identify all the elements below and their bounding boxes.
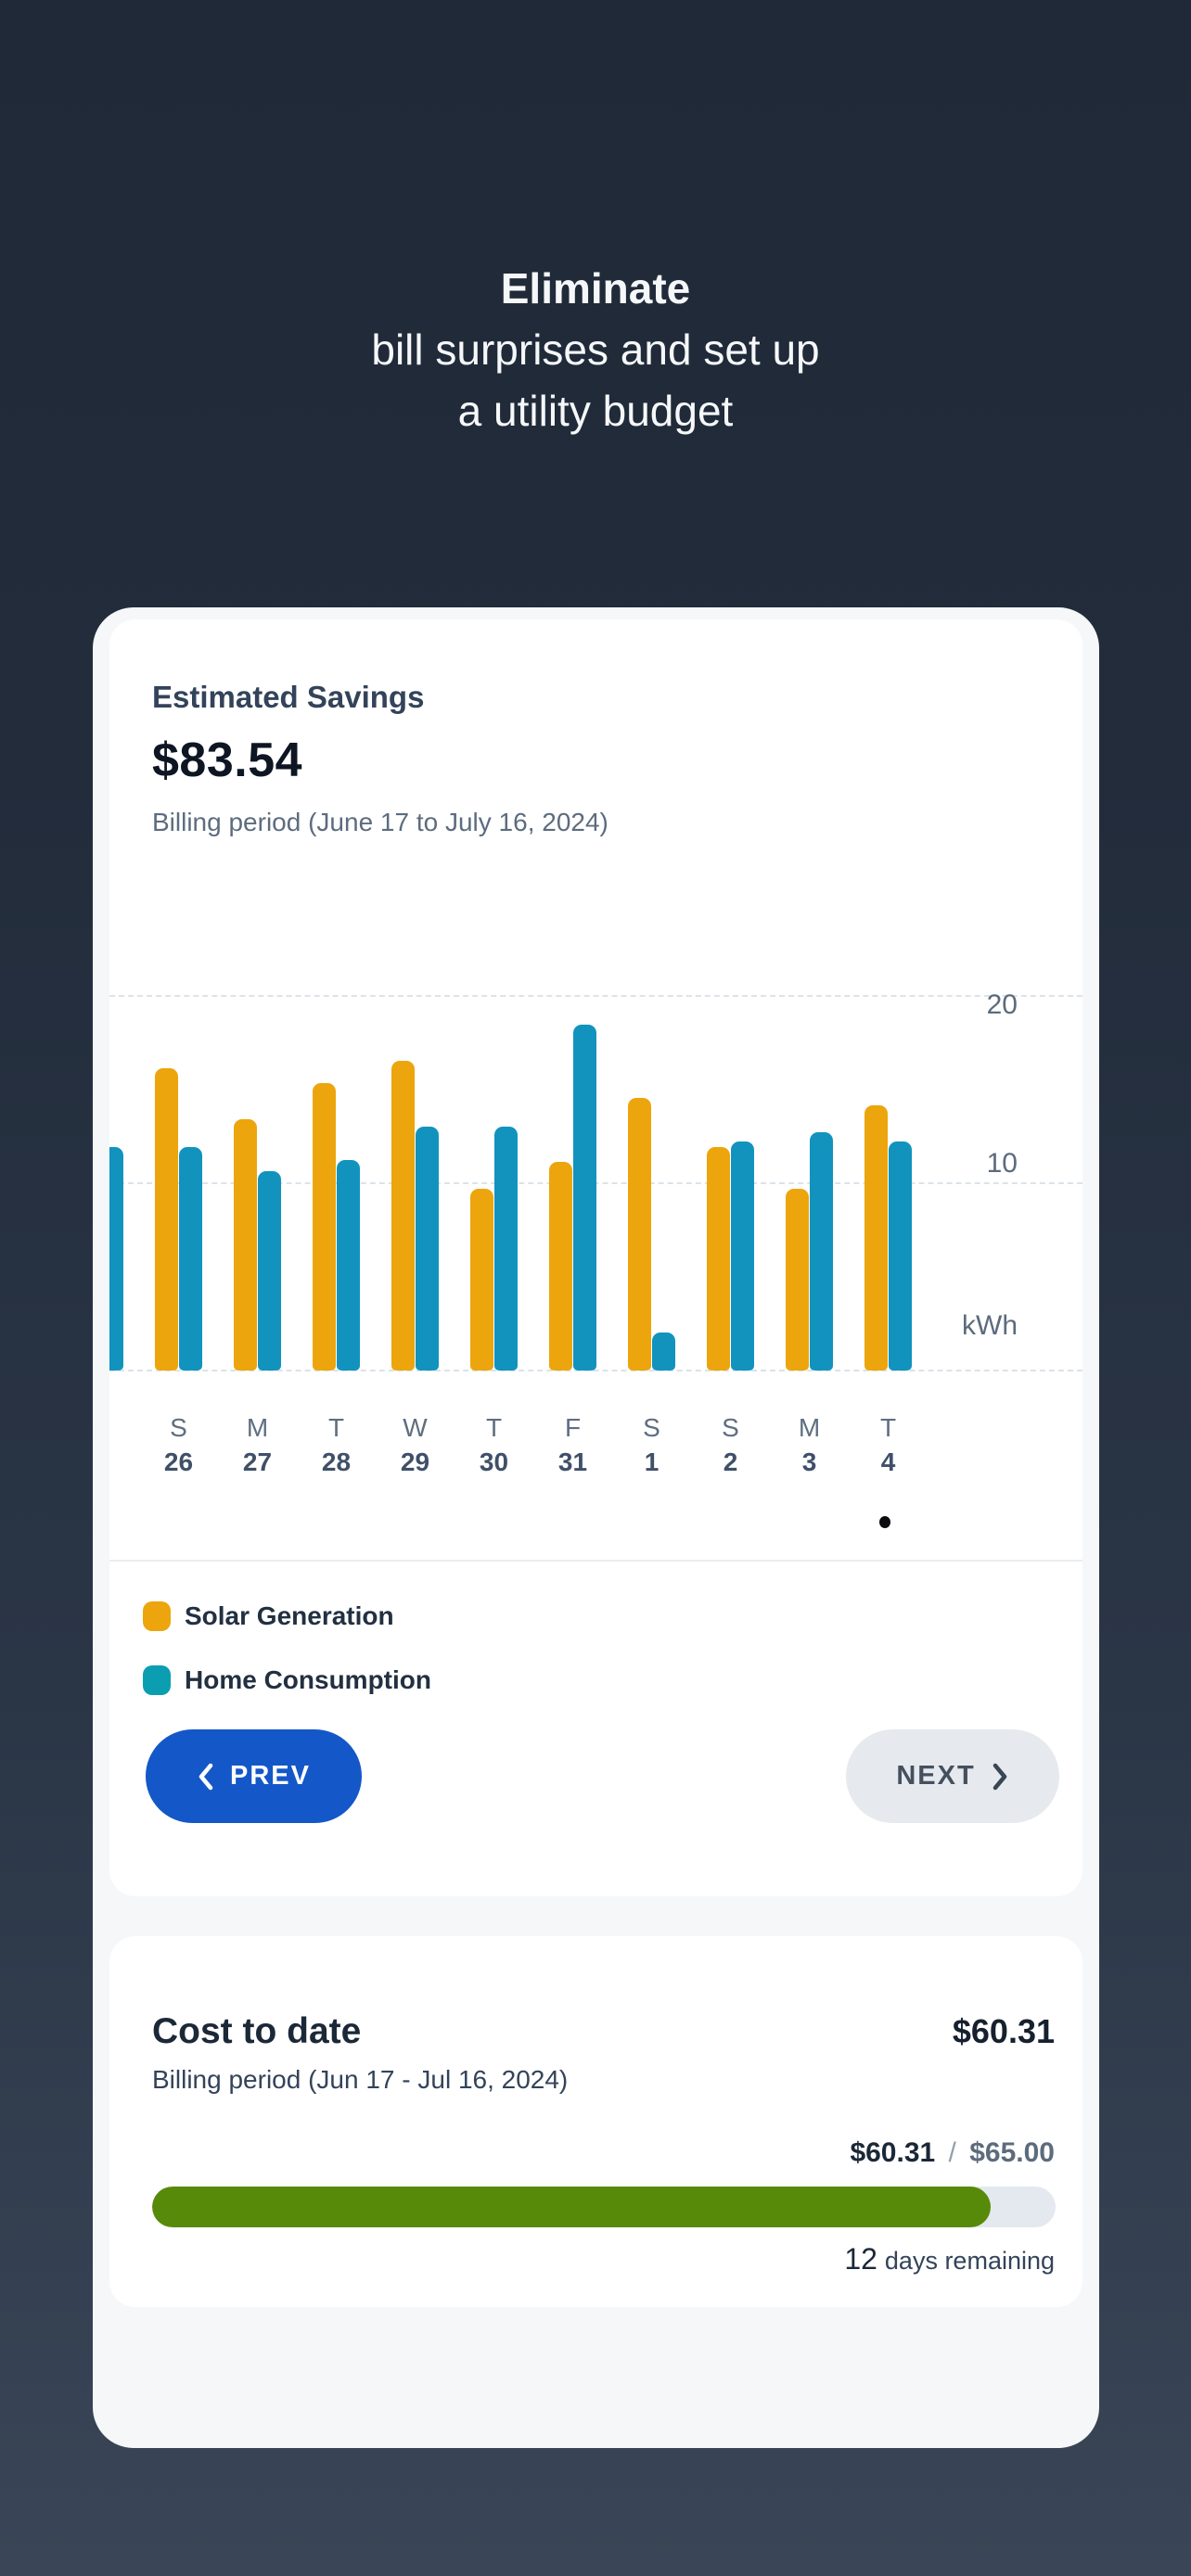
cost-billing-period: Billing period (Jun 17 - Jul 16, 2024) xyxy=(152,2065,569,2094)
budget-separator: / xyxy=(948,2137,956,2168)
chart-legend: Solar Generation Home Consumption xyxy=(109,1601,1082,1695)
bar-consumption-1 xyxy=(652,1333,675,1371)
energy-bar-chart[interactable]: 20 10 kWh S 26 M 27 T 28 W 29 T 30 F 31 S 1 S 2 M 3 T 4 xyxy=(109,986,1082,1562)
savings-billing-period: Billing period (June 17 to July 16, 2024… xyxy=(152,808,608,836)
days-remaining: 12 days remaining xyxy=(152,2240,1055,2279)
x-axis-label-28: T 28 xyxy=(321,1413,352,1476)
cost-header-row: Cost to date $60.31 xyxy=(152,2009,1055,2055)
legend-label-solar: Solar Generation xyxy=(185,1601,394,1630)
bar-solar-28 xyxy=(313,1083,336,1371)
next-button-label: NEXT xyxy=(896,1761,976,1791)
headline-line-1: Eliminate xyxy=(500,264,691,312)
days-remaining-text: days remaining xyxy=(884,2247,1055,2275)
consumption-legend-swatch xyxy=(143,1665,171,1695)
y-tick-20: 20 xyxy=(986,989,1018,1020)
next-button[interactable]: NEXT xyxy=(846,1729,1059,1823)
x-axis-label-30: T 30 xyxy=(479,1413,509,1476)
bar-consumption-2 xyxy=(731,1141,754,1371)
chart-nav-row: PREV NEXT xyxy=(109,1729,1082,1823)
gridline-20 xyxy=(109,995,1082,997)
estimated-savings-card: Estimated Savings $83.54 Billing period … xyxy=(109,619,1082,1896)
chevron-right-icon xyxy=(992,1763,1006,1790)
bar-solar-2 xyxy=(707,1147,730,1371)
x-axis-label-31: F 31 xyxy=(557,1413,588,1476)
bar-solar-29 xyxy=(391,1061,415,1371)
budget-spent: $60.31 xyxy=(850,2137,936,2168)
legend-item-solar: Solar Generation xyxy=(143,1601,1082,1631)
legend-item-consumption: Home Consumption xyxy=(143,1665,1082,1695)
bar-solar-31 xyxy=(549,1162,572,1371)
x-axis-label-26: S 26 xyxy=(163,1413,194,1476)
x-axis-label-27: M 27 xyxy=(242,1413,273,1476)
bar-consumption-3 xyxy=(810,1132,833,1371)
budget-ratio-row: $60.31 / $65.00 xyxy=(152,2135,1055,2172)
bar-solar-1 xyxy=(628,1098,651,1371)
days-remaining-number: 12 xyxy=(844,2242,877,2276)
chart-plot xyxy=(109,986,1082,1371)
headline-line-2: bill surprises and set up xyxy=(371,325,820,374)
cost-amount: $60.31 xyxy=(952,2012,1055,2050)
headline: Eliminate bill surprises and set up a ut… xyxy=(0,258,1191,441)
y-axis-unit-label: kWh xyxy=(962,1310,1018,1341)
bar-consumption-31 xyxy=(573,1025,596,1371)
page-indicator-dot xyxy=(879,1516,890,1528)
cost-card-content: Cost to date $60.31 Billing period (Jun … xyxy=(109,1936,1082,2279)
dashboard-panel: Estimated Savings $83.54 Billing period … xyxy=(93,607,1099,2448)
solar-legend-swatch xyxy=(143,1601,171,1631)
prev-button-label: PREV xyxy=(230,1761,311,1791)
budget-progress-fill xyxy=(152,2187,991,2227)
prev-button[interactable]: PREV xyxy=(146,1729,362,1823)
gridline-0 xyxy=(109,1370,1082,1371)
headline-line-3: a utility budget xyxy=(457,387,734,435)
cost-to-date-card: Cost to date $60.31 Billing period (Jun … xyxy=(109,1936,1082,2307)
savings-amount: $83.54 xyxy=(152,733,303,787)
savings-title: Estimated Savings xyxy=(152,680,425,714)
budget-progress-bar xyxy=(152,2187,1056,2227)
bar-solar-4 xyxy=(864,1105,888,1371)
bar-consumption-28 xyxy=(337,1160,360,1371)
y-tick-10: 10 xyxy=(986,1148,1018,1179)
bar-solar-26 xyxy=(155,1068,178,1371)
bar-consumption-26 xyxy=(179,1147,202,1371)
budget-total: $65.00 xyxy=(969,2137,1055,2168)
savings-header: Estimated Savings $83.54 Billing period … xyxy=(109,619,1082,840)
bar-consumption-27 xyxy=(258,1171,281,1371)
cost-title: Cost to date xyxy=(152,2011,362,2051)
chart-divider xyxy=(109,1560,1082,1562)
legend-label-consumption: Home Consumption xyxy=(185,1665,431,1694)
bar-solar-30 xyxy=(470,1189,493,1371)
bar-consumption-29 xyxy=(416,1127,439,1371)
x-axis-label-29: W 29 xyxy=(400,1413,430,1476)
chevron-left-icon xyxy=(198,1763,213,1790)
bar-solar-3 xyxy=(786,1189,809,1371)
bar-consumption-clipped xyxy=(109,1147,123,1371)
bar-solar-27 xyxy=(234,1119,257,1371)
bar-consumption-30 xyxy=(494,1127,518,1371)
bar-consumption-4 xyxy=(889,1141,912,1371)
